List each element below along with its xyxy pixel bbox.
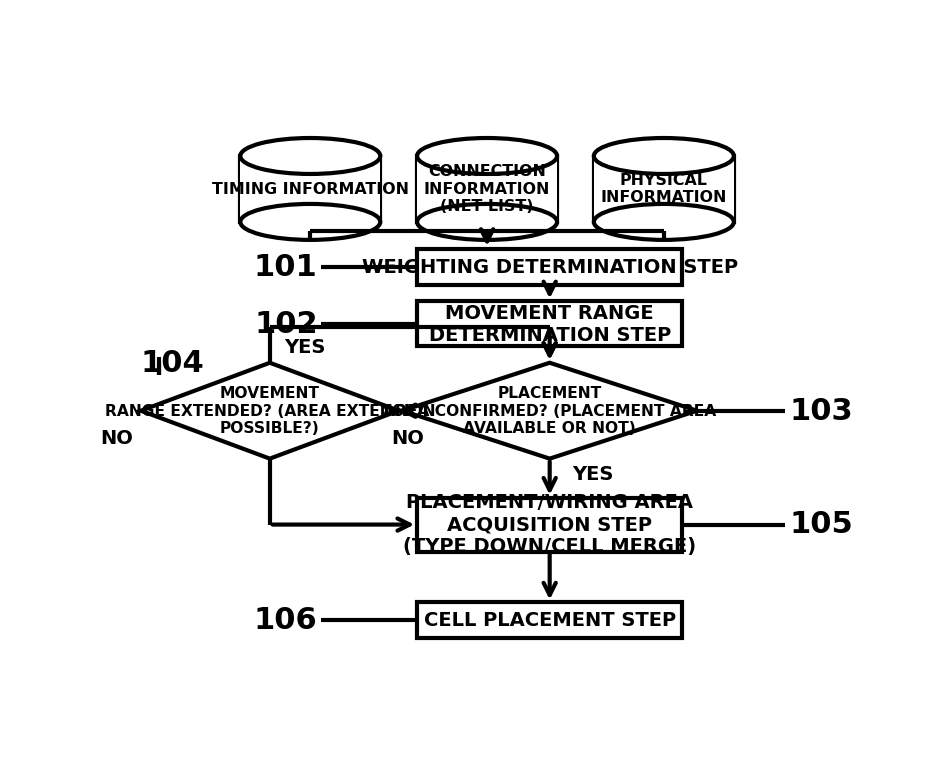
Text: WEIGHTING DETERMINATION STEP: WEIGHTING DETERMINATION STEP	[361, 258, 737, 277]
Text: 104: 104	[141, 349, 204, 377]
Bar	[417, 156, 557, 223]
Text: PLACEMENT
AREA CONFIRMED? (PLACEMENT AREA
AVAILABLE OR NOT): PLACEMENT AREA CONFIRMED? (PLACEMENT ARE…	[383, 386, 716, 436]
Ellipse shape	[417, 204, 557, 240]
Text: 103: 103	[788, 396, 852, 426]
Text: 106: 106	[254, 606, 317, 635]
Bar	[594, 156, 733, 223]
Bar	[417, 602, 682, 639]
Text: 105: 105	[788, 510, 852, 539]
Bar	[417, 498, 682, 552]
Bar	[240, 156, 380, 223]
Polygon shape	[141, 363, 399, 459]
Text: MOVEMENT
RANGE EXTENDED? (AREA EXTENSION
POSSIBLE?): MOVEMENT RANGE EXTENDED? (AREA EXTENSION…	[104, 386, 435, 436]
Text: MOVEMENT RANGE
DETERMINATION STEP: MOVEMENT RANGE DETERMINATION STEP	[428, 303, 671, 345]
Ellipse shape	[594, 204, 733, 240]
Text: YES: YES	[572, 464, 613, 484]
Ellipse shape	[594, 138, 733, 174]
Text: NO: NO	[101, 429, 133, 448]
Text: NO: NO	[391, 429, 424, 448]
Text: PHYSICAL
INFORMATION: PHYSICAL INFORMATION	[600, 173, 727, 205]
Bar	[417, 249, 682, 285]
Text: CONNECTION
INFORMATION
(NET LIST): CONNECTION INFORMATION (NET LIST)	[424, 164, 550, 214]
Polygon shape	[402, 363, 696, 459]
Ellipse shape	[240, 204, 380, 240]
Text: PLACEMENT/WIRING AREA
ACQUISITION STEP
(TYPE DOWN/CELL MERGE): PLACEMENT/WIRING AREA ACQUISITION STEP (…	[403, 493, 696, 556]
Text: YES: YES	[284, 338, 326, 357]
Bar	[417, 302, 682, 346]
Text: TIMING INFORMATION: TIMING INFORMATION	[212, 182, 408, 197]
Ellipse shape	[417, 138, 557, 174]
Text: 102: 102	[254, 310, 317, 338]
Text: 101: 101	[254, 253, 317, 282]
Text: CELL PLACEMENT STEP: CELL PLACEMENT STEP	[424, 611, 675, 630]
Ellipse shape	[240, 138, 380, 174]
